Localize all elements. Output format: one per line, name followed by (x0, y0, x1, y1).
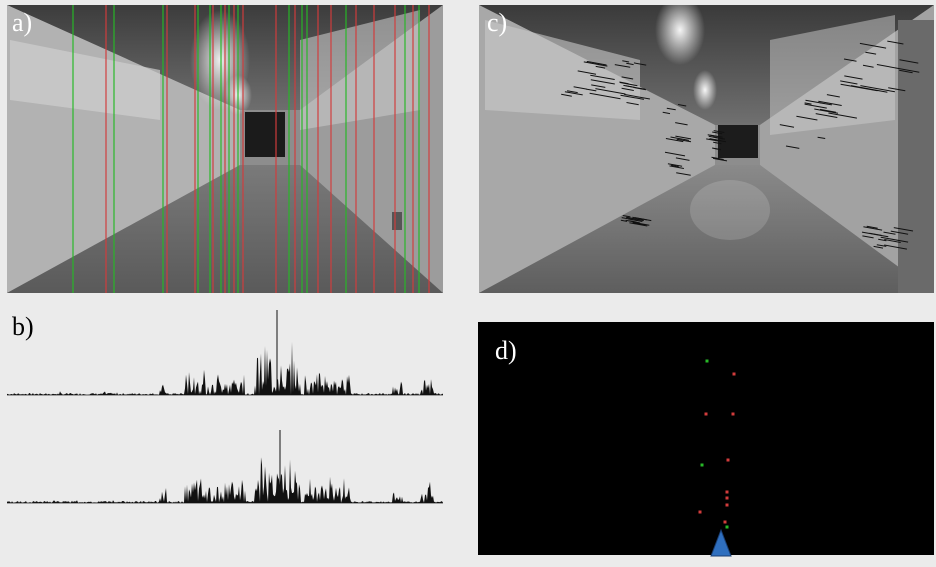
panel-label-d: d) (495, 336, 517, 365)
landmark-point-red (704, 412, 708, 416)
panel-label-a: a) (12, 8, 33, 37)
panel-label-b: b) (12, 312, 34, 341)
panel-a (7, 5, 443, 293)
histogram-bottom (7, 457, 443, 503)
corridor-image-a (7, 5, 443, 293)
landmark-points-group (698, 359, 736, 529)
landmark-map (478, 322, 934, 557)
landmark-point-red (725, 496, 729, 500)
landmark-point-red (726, 458, 730, 462)
panel-c (479, 5, 934, 293)
landmark-point-red (698, 510, 702, 514)
landmark-point-red (725, 490, 729, 494)
robot-marker-icon (710, 528, 732, 557)
histogram-top (7, 341, 443, 395)
landmark-point-red (731, 412, 735, 416)
panel-d (478, 322, 934, 557)
landmark-point-green (700, 463, 704, 467)
landmark-point-green (705, 359, 709, 363)
panel-b (7, 300, 443, 520)
feature-tracks-group (561, 40, 920, 250)
panel-label-c: c) (487, 8, 508, 37)
landmark-point-red (725, 503, 729, 507)
corridor-image-c (479, 5, 934, 293)
histogram-plot (7, 310, 443, 504)
vertical-lines-group (72, 5, 430, 293)
landmark-point-red (732, 372, 736, 376)
landmark-point-green (725, 525, 729, 529)
landmark-point-red (723, 520, 727, 524)
